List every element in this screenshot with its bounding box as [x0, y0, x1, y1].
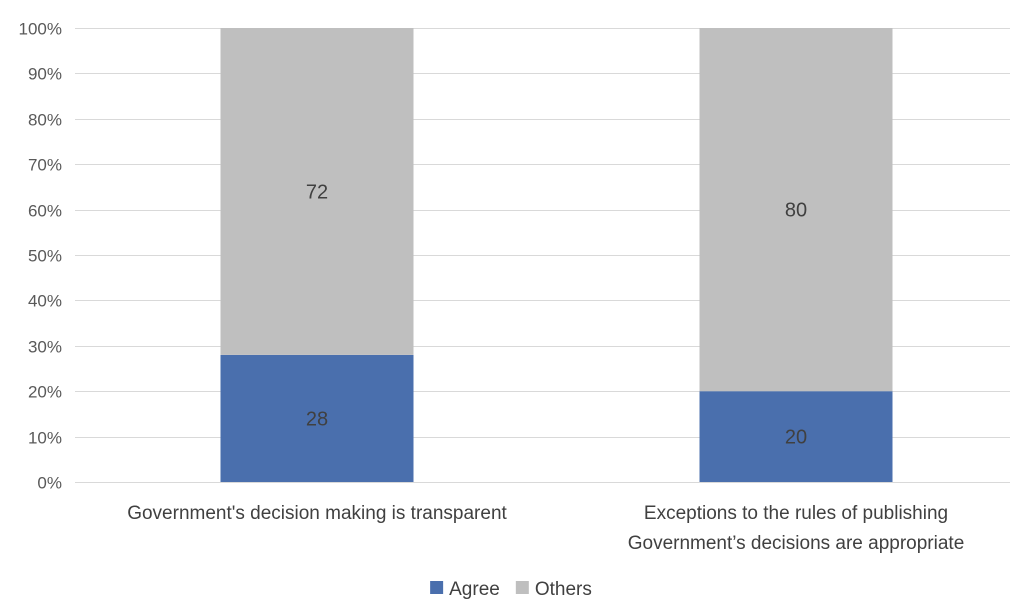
- y-tick-label: 40%: [28, 292, 62, 311]
- data-label-agree-2: 20: [785, 427, 807, 449]
- y-tick-label: 100%: [19, 20, 62, 39]
- data-labels: 28 72 20 80: [306, 181, 807, 448]
- y-tick-label: 0%: [37, 474, 62, 493]
- legend-label: Others: [535, 579, 592, 600]
- data-label-others-2: 80: [785, 200, 807, 222]
- y-tick-label: 20%: [28, 383, 62, 402]
- y-tick-label: 50%: [28, 247, 62, 266]
- y-tick-label: 10%: [28, 429, 62, 448]
- bar-agree-2: [699, 391, 893, 482]
- y-tick-label: 90%: [28, 65, 62, 84]
- y-tick-label: 30%: [28, 338, 62, 357]
- y-tick-label: 70%: [28, 156, 62, 175]
- y-tick-label: 60%: [28, 202, 62, 221]
- legend: Agree Others: [430, 579, 592, 600]
- category-label: Exceptions to the rules of publishing: [644, 503, 948, 524]
- legend-swatch: [515, 581, 529, 594]
- category-label: Government’s decisions are appropriate: [628, 533, 965, 554]
- legend-item-agree: Agree: [430, 579, 500, 600]
- bar-others-1: [220, 28, 414, 355]
- category-label: Government's decision making is transpar…: [127, 503, 507, 524]
- bars: [220, 28, 893, 482]
- legend-label: Agree: [449, 579, 500, 600]
- y-axis-tick-labels: 0% 10% 20% 30% 40% 50% 60% 70% 80% 90% 100%: [19, 20, 62, 493]
- category-labels: Government's decision making is transpar…: [127, 503, 964, 554]
- legend-item-others: Others: [515, 579, 592, 600]
- legend-swatch: [430, 581, 444, 594]
- bar-others-2: [699, 28, 893, 392]
- bar-agree-1: [220, 354, 414, 482]
- data-label-agree-1: 28: [306, 408, 328, 430]
- data-label-others-1: 72: [306, 181, 328, 203]
- y-tick-label: 80%: [28, 111, 62, 130]
